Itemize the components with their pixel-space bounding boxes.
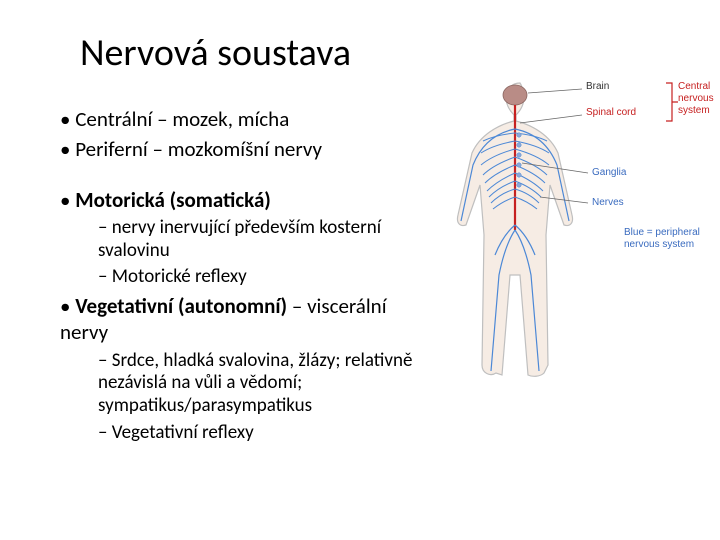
sub-veg-1: Srdce, hladká svalovina, žlázy; relativn… [98,350,435,418]
bullet-peripheral: Periferní – mozkomíšní nervy [60,136,435,162]
label-pns-1: Blue = peripheral [624,227,700,238]
cns-bracket [666,83,678,121]
label-cns-1: Central [678,81,710,92]
label-spinal-cord: Spinal cord [586,107,636,118]
label-pns-2: nervous system [624,239,694,250]
sublist-motor: nervy inervující především kosterní sval… [60,217,435,289]
spacer [30,167,435,187]
sublist-vegetative: Srdce, hladká svalovina, žlázy; relativn… [60,350,435,445]
bullet-central: Centrální – mozek, mícha [60,106,435,132]
bullet-vegetative-label: Vegetativní (autonomní) [75,293,287,319]
label-nerves: Nerves [592,197,624,208]
sub-motor-1: nervy inervující především kosterní sval… [98,217,435,263]
bullet-list-2: Motorická (somatická) nervy inervující p… [30,187,435,445]
label-cns-2: nervous [678,93,714,104]
label-cns-3: system [678,105,710,116]
nervous-system-figure: Brain Spinal cord Central nervous system… [440,75,702,395]
sub-veg-2: Vegetativní reflexy [98,422,435,445]
slide: Nervová soustava Centrální – mozek, mích… [0,0,720,540]
bullet-motor-label: Motorická (somatická) [75,187,271,213]
brain-icon [503,85,527,105]
slide-title: Nervová soustava [80,30,690,76]
sub-motor-2: Motorické reflexy [98,266,435,289]
bullet-vegetative: Vegetativní (autonomní) – viscerální ner… [60,293,435,445]
bullet-motor: Motorická (somatická) nervy inervující p… [60,187,435,290]
bullet-list: Centrální – mozek, mícha Periferní – moz… [30,106,435,163]
label-ganglia: Ganglia [592,167,626,178]
label-brain: Brain [586,81,609,92]
content-area: Centrální – mozek, mícha Periferní – moz… [30,106,435,445]
